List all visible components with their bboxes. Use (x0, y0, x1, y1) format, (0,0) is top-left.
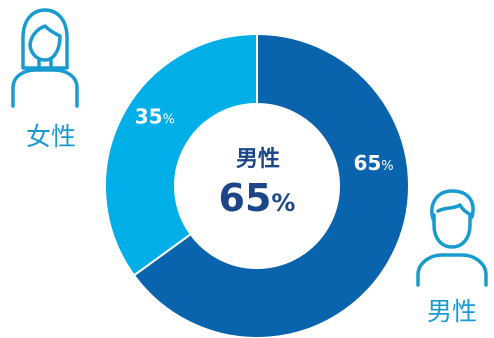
center-value: 65% (219, 176, 296, 220)
male-label: 男性 (426, 297, 477, 326)
slice-labels: 65% 35% (135, 105, 394, 175)
donut-hole (175, 104, 339, 268)
slice-label-male: 65% (353, 151, 393, 175)
female-icon (11, 8, 79, 108)
donut-slices (104, 32, 410, 338)
slice-label-female: 35% (135, 105, 175, 129)
male-icon (416, 189, 488, 287)
female-label: 女性 (25, 122, 76, 151)
center-label: 男性 (236, 147, 280, 172)
